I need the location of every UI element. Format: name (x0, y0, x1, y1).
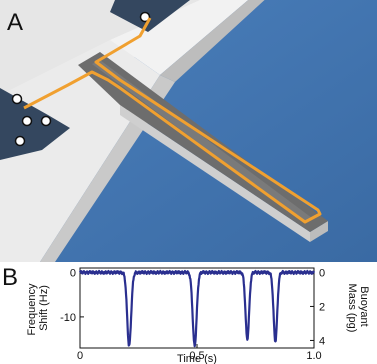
y2-axis-label-line-2: Mass (pg) (346, 284, 358, 333)
x-tick-label: 1.0 (306, 350, 321, 362)
x-axis-ticks: 0 0.5 1.0 (77, 344, 322, 362)
substrate-shadow (160, 0, 265, 82)
via-hole-2 (11, 93, 23, 105)
via-hole-3 (21, 115, 33, 127)
panel-letter-b: B (2, 264, 18, 291)
y-axis-label: Frequency Shift (Hz) (26, 280, 50, 335)
substrate-right-face (110, 0, 249, 75)
fluid-channel (23, 17, 322, 224)
x-axis-label: Time (s) (177, 353, 217, 364)
y-tick-label: 0 (70, 267, 76, 279)
via-hole-4 (40, 115, 52, 127)
cantilever-side (120, 105, 310, 242)
y-tick-label: -10 (60, 312, 76, 324)
y2-tick-label: 0 (319, 267, 325, 279)
frequency-shift-chart: B Frequency Shift (Hz) Buoyant Mass (pg)… (0, 262, 377, 364)
substrate-top (0, 0, 240, 140)
series-frequency-shift (78, 269, 316, 348)
y2-tick-label: 4 (319, 335, 325, 347)
panel-letter-a: A (7, 9, 23, 36)
y2-axis-label-line-1: Buoyant (358, 286, 370, 326)
cantilever-illustration: A (0, 0, 377, 262)
cantilever-end (310, 221, 328, 242)
y2-axis-label: Buoyant Mass (pg) (346, 284, 370, 333)
via-hole-1 (139, 11, 151, 23)
cantilever-inner (92, 60, 312, 222)
y-axis-label-line-2: Shift (Hz) (38, 285, 50, 331)
via-hole-5 (14, 135, 26, 147)
y-axis-label-line-1: Frequency (26, 283, 38, 335)
y2-tick-label: 2 (319, 301, 325, 313)
x-tick-label: 0.5 (189, 350, 204, 362)
x-tick-label: 0 (77, 350, 83, 362)
